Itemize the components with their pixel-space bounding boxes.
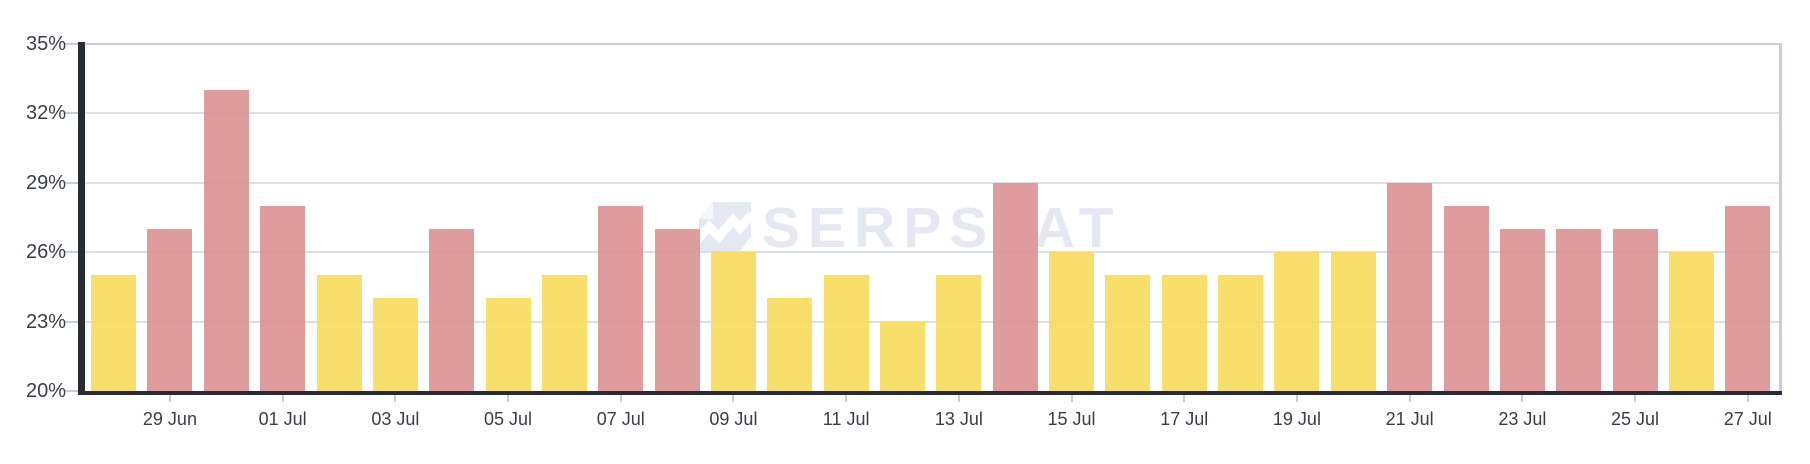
x-axis-tick-01-jul: [281, 395, 284, 402]
x-axis-label-25-jul: 25 Jul: [1611, 409, 1660, 429]
y-axis-label-29: 29%: [25, 171, 66, 194]
y-axis-label-26: 26%: [25, 241, 66, 264]
bar-13-jul[interactable]: [936, 275, 982, 391]
bar-18-jul[interactable]: [1218, 275, 1264, 391]
bar-09-jul[interactable]: [710, 252, 756, 391]
bar-11-jul[interactable]: [823, 275, 869, 391]
x-axis-label-21-jul: 21 Jul: [1385, 409, 1434, 429]
bar-23-jul[interactable]: [1499, 229, 1545, 391]
x-axis-tick-13-jul: [957, 395, 960, 402]
bar-05-jul[interactable]: [485, 298, 531, 391]
bar-07-jul[interactable]: [598, 205, 644, 391]
x-axis-label-01-jul: 01 Jul: [258, 409, 307, 429]
bar-14-jul[interactable]: [992, 182, 1038, 391]
gridline-26pct: [85, 251, 1782, 254]
x-axis-label-13-jul: 13 Jul: [934, 409, 983, 429]
y-axis-tick-29: [64, 181, 78, 184]
y-axis-tick-23: [64, 320, 78, 323]
x-axis-tick-17-jul: [1183, 395, 1186, 402]
x-axis-spine: [78, 391, 1782, 395]
x-axis-label-17-jul: 17 Jul: [1160, 409, 1209, 429]
bar-26-jul[interactable]: [1668, 252, 1714, 391]
x-axis-label-11-jul: 11 Jul: [822, 409, 870, 429]
x-axis-tick-29-jun: [168, 395, 171, 402]
watermark-text: SERPSTAT: [762, 196, 1122, 260]
bar-08-jul[interactable]: [654, 229, 700, 391]
gridline-23pct: [85, 320, 1782, 323]
x-axis-tick-09-jul: [732, 395, 735, 402]
bar-21-jul[interactable]: [1387, 182, 1433, 391]
x-axis-tick-15-jul: [1070, 395, 1073, 402]
y-axis-label-35: 35%: [25, 33, 66, 55]
x-axis-tick-11-jul: [845, 395, 848, 402]
bar-12-jul[interactable]: [880, 321, 925, 391]
bar-19-jul[interactable]: [1274, 252, 1320, 391]
bar-04-jul[interactable]: [429, 229, 475, 391]
x-axis-tick-05-jul: [507, 395, 510, 402]
y-axis-label-23: 23%: [25, 310, 66, 333]
y-axis-spine: [78, 42, 85, 395]
watermark: SERPSTAT: [691, 196, 1122, 260]
gridline-32pct: [85, 112, 1782, 115]
gridline-35pct: [85, 43, 1782, 45]
x-axis-label-05-jul: 05 Jul: [484, 409, 533, 429]
serpstat-logo-icon: [691, 201, 756, 255]
y-axis-tick-20: [64, 390, 78, 392]
bar-24-jul[interactable]: [1556, 229, 1602, 391]
y-axis-label-20: 20%: [25, 380, 66, 402]
y-axis-tick-26: [64, 251, 78, 254]
bar-06-jul[interactable]: [541, 275, 587, 391]
x-axis-label-07-jul: 07 Jul: [596, 409, 645, 429]
bar-27-jul[interactable]: [1725, 205, 1771, 391]
x-axis-label-27-jul: 27 Jul: [1723, 409, 1772, 429]
x-axis-tick-07-jul: [619, 395, 622, 402]
bar-25-jul[interactable]: [1612, 229, 1658, 391]
bar-28-jun[interactable]: [91, 275, 137, 391]
y-axis-tick-35: [64, 43, 78, 45]
x-axis-tick-19-jul: [1295, 395, 1298, 402]
x-axis-label-03-jul: 03 Jul: [371, 409, 420, 429]
bar-30-jun[interactable]: [203, 90, 249, 391]
y-axis-label-32: 32%: [25, 102, 66, 125]
x-axis-tick-23-jul: [1521, 395, 1524, 402]
bar-01-jul[interactable]: [260, 205, 306, 391]
bar-17-jul[interactable]: [1161, 275, 1207, 391]
bar-16-jul[interactable]: [1105, 275, 1151, 391]
x-axis-tick-27-jul: [1746, 395, 1749, 402]
x-axis-label-29-jun: 29 Jun: [142, 409, 197, 429]
plot-right-border: [1779, 44, 1782, 395]
bar-22-jul[interactable]: [1443, 205, 1489, 391]
bar-15-jul[interactable]: [1049, 252, 1095, 391]
x-axis-label-09-jul: 09 Jul: [709, 409, 758, 429]
x-axis-label-19-jul: 19 Jul: [1272, 409, 1321, 429]
bar-20-jul[interactable]: [1330, 252, 1376, 391]
x-axis-label-23-jul: 23 Jul: [1498, 409, 1547, 429]
bar-29-jun[interactable]: [147, 229, 193, 391]
x-axis-tick-25-jul: [1634, 395, 1637, 402]
bar-10-jul[interactable]: [767, 298, 813, 391]
bar-02-jul[interactable]: [316, 275, 362, 391]
gridline-29pct: [85, 181, 1782, 184]
x-axis-tick-21-jul: [1408, 395, 1411, 402]
bar-03-jul[interactable]: [372, 298, 418, 391]
x-axis-tick-03-jul: [394, 395, 397, 402]
y-axis-tick-32: [64, 112, 78, 115]
x-axis-label-15-jul: 15 Jul: [1047, 409, 1096, 429]
